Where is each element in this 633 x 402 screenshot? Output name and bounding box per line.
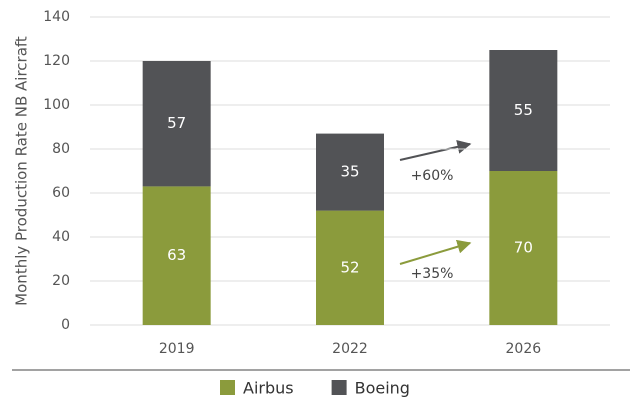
data-label: 70	[514, 239, 533, 257]
y-tick-label: 140	[43, 9, 70, 25]
data-label: 52	[340, 258, 359, 276]
y-tick-label: 40	[52, 229, 70, 245]
legend-label: Airbus	[243, 379, 294, 398]
bar-segment	[316, 210, 384, 325]
bar-segment	[142, 186, 211, 325]
y-tick-label: 0	[61, 317, 70, 333]
x-tick-label: 2019	[159, 341, 195, 357]
growth-arrow	[399, 139, 472, 161]
bar-segment	[489, 50, 558, 171]
bar-segment	[489, 171, 558, 325]
y-tick-label: 20	[52, 273, 70, 289]
annotation: +60%	[411, 168, 454, 184]
y-tick-label: 120	[43, 53, 70, 69]
data-label: 55	[514, 101, 533, 119]
data-label: 35	[340, 163, 359, 181]
data-label: 63	[167, 246, 186, 264]
y-tick-label: 100	[43, 97, 70, 113]
y-tick-label: 80	[52, 141, 70, 157]
bar-segment	[142, 61, 211, 187]
bar-segment	[316, 133, 384, 211]
y-tick-label: 60	[52, 185, 70, 201]
annotation: +35%	[411, 266, 454, 282]
x-tick-label: 2022	[332, 341, 368, 357]
x-tick-label: 2026	[506, 341, 542, 357]
legend-swatch	[220, 380, 235, 395]
legend-label: Boeing	[355, 379, 410, 398]
legend-swatch	[331, 380, 347, 395]
y-axis-label: Monthly Production Rate NB Aircraft	[13, 36, 31, 306]
growth-arrow	[399, 239, 472, 265]
data-label: 57	[167, 114, 186, 132]
